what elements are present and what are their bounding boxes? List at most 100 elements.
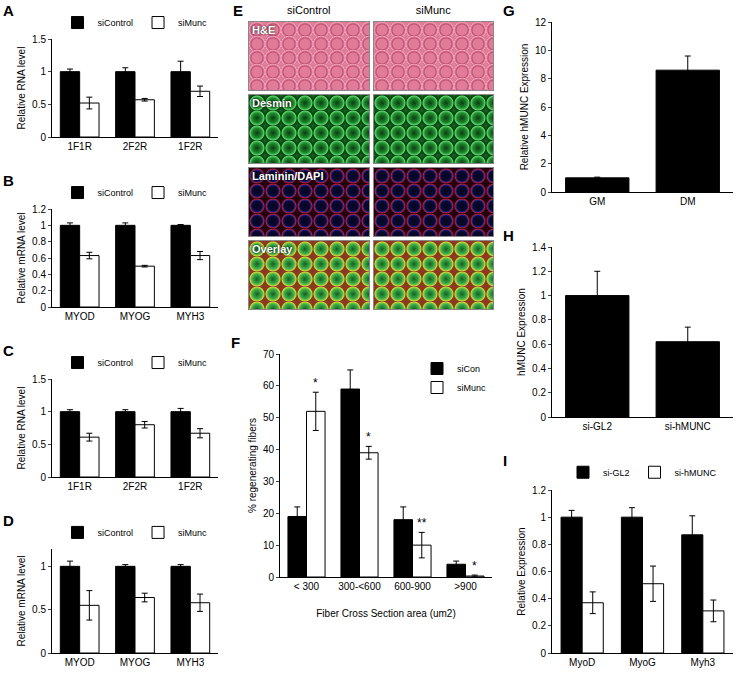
svg-text:40: 40 bbox=[263, 444, 275, 455]
html-text:Desmin: Desmin bbox=[252, 97, 292, 109]
svg-text:0.5: 0.5 bbox=[32, 604, 46, 615]
svg-text:MYH3: MYH3 bbox=[176, 311, 204, 322]
svg-text:2F2R: 2F2R bbox=[123, 141, 147, 152]
svg-text:0.8: 0.8 bbox=[532, 539, 546, 550]
svg-text:DM: DM bbox=[680, 196, 696, 207]
svg-text:MYOG: MYOG bbox=[120, 311, 151, 322]
svg-text:10: 10 bbox=[535, 45, 547, 56]
svg-text:siMunc: siMunc bbox=[457, 383, 486, 393]
svg-text:0: 0 bbox=[540, 187, 546, 198]
svg-text:0: 0 bbox=[40, 302, 46, 313]
svg-text:0.6: 0.6 bbox=[532, 566, 546, 577]
svg-text:Relative Expression: Relative Expression bbox=[516, 527, 527, 615]
svg-text:2: 2 bbox=[540, 158, 546, 169]
svg-text:1: 1 bbox=[540, 512, 546, 523]
svg-text:1.4: 1.4 bbox=[532, 242, 546, 253]
svg-text:siControl: siControl bbox=[98, 528, 134, 538]
svg-text:8: 8 bbox=[540, 73, 546, 84]
svg-text:0.2: 0.2 bbox=[32, 285, 46, 296]
svg-text:siMunc: siMunc bbox=[178, 188, 207, 198]
svg-text:siCon: siCon bbox=[457, 364, 480, 374]
svg-text:1F2R: 1F2R bbox=[178, 481, 202, 492]
svg-text:0.4: 0.4 bbox=[532, 363, 546, 374]
svg-text:50: 50 bbox=[263, 412, 275, 423]
svg-text:1.5: 1.5 bbox=[32, 34, 46, 45]
svg-text:MYOD: MYOD bbox=[65, 657, 95, 668]
svg-text:siMunc: siMunc bbox=[178, 18, 207, 28]
svg-text:1: 1 bbox=[40, 66, 46, 77]
html-text:siMunc: siMunc bbox=[415, 4, 451, 16]
svg-text:siControl: siControl bbox=[98, 358, 134, 368]
svg-text:0.5: 0.5 bbox=[32, 439, 46, 450]
svg-text:0: 0 bbox=[40, 472, 46, 483]
svg-text:1.5: 1.5 bbox=[32, 374, 46, 385]
svg-text:0.6: 0.6 bbox=[32, 253, 46, 264]
svg-text:6: 6 bbox=[540, 102, 546, 113]
svg-text:>900: >900 bbox=[454, 581, 477, 592]
svg-text:0.4: 0.4 bbox=[532, 593, 546, 604]
svg-text:1F2R: 1F2R bbox=[178, 141, 202, 152]
svg-text:Myh3: Myh3 bbox=[691, 657, 716, 668]
svg-text:0.8: 0.8 bbox=[532, 314, 546, 325]
svg-text:600-900: 600-900 bbox=[394, 581, 431, 592]
svg-text:1.2: 1.2 bbox=[532, 485, 546, 496]
svg-text:MYH3: MYH3 bbox=[176, 657, 204, 668]
svg-text:Relative RNA level: Relative RNA level bbox=[16, 387, 27, 470]
svg-text:2F2R: 2F2R bbox=[123, 481, 147, 492]
svg-text:1: 1 bbox=[40, 220, 46, 231]
svg-text:*: * bbox=[472, 559, 477, 573]
svg-text:Relative hMUNC Expression: Relative hMUNC Expression bbox=[519, 44, 530, 171]
svg-text:Relative RNA level: Relative RNA level bbox=[16, 47, 27, 130]
svg-text:0.6: 0.6 bbox=[532, 339, 546, 350]
svg-text:% regenerating fibers: % regenerating fibers bbox=[247, 418, 258, 513]
svg-text:0.2: 0.2 bbox=[532, 387, 546, 398]
svg-text:0: 0 bbox=[40, 132, 46, 143]
svg-text:hMUNC Expression: hMUNC Expression bbox=[516, 288, 527, 376]
svg-text:1F1R: 1F1R bbox=[67, 481, 91, 492]
svg-text:siControl: siControl bbox=[98, 18, 134, 28]
svg-text:1.2: 1.2 bbox=[532, 266, 546, 277]
svg-text:siMunc: siMunc bbox=[178, 528, 207, 538]
svg-text:MyoG: MyoG bbox=[629, 657, 656, 668]
svg-text:60: 60 bbox=[263, 380, 275, 391]
svg-text:si-GL2: si-GL2 bbox=[603, 468, 630, 478]
svg-text:4: 4 bbox=[540, 130, 546, 141]
svg-text:1: 1 bbox=[40, 406, 46, 417]
svg-text:MyoD: MyoD bbox=[569, 657, 595, 668]
html-text:siControl: siControl bbox=[287, 4, 331, 16]
svg-text:Fiber Cross Section area (um2): Fiber Cross Section area (um2) bbox=[316, 608, 456, 619]
svg-text:70: 70 bbox=[263, 349, 275, 360]
svg-text:0.5: 0.5 bbox=[32, 99, 46, 110]
svg-text:12: 12 bbox=[535, 17, 547, 28]
svg-text:0.8: 0.8 bbox=[32, 236, 46, 247]
svg-text:0.4: 0.4 bbox=[32, 269, 46, 280]
svg-text:GM: GM bbox=[589, 196, 605, 207]
svg-text:1: 1 bbox=[40, 561, 46, 572]
svg-text:MYOD: MYOD bbox=[65, 311, 95, 322]
svg-text:Relative mRNA level: Relative mRNA level bbox=[16, 555, 27, 646]
svg-text:10: 10 bbox=[263, 540, 275, 551]
svg-text:20: 20 bbox=[263, 508, 275, 519]
svg-text:*: * bbox=[366, 430, 371, 444]
svg-text:1.2: 1.2 bbox=[32, 204, 46, 215]
svg-text:1F1R: 1F1R bbox=[67, 141, 91, 152]
svg-text:**: ** bbox=[417, 516, 427, 530]
svg-text:300-<600: 300-<600 bbox=[338, 581, 381, 592]
svg-text:si-GL2: si-GL2 bbox=[583, 421, 613, 432]
svg-text:*: * bbox=[313, 376, 318, 390]
svg-text:0: 0 bbox=[40, 648, 46, 659]
svg-text:0: 0 bbox=[268, 572, 274, 583]
svg-text:si-hMUNC: si-hMUNC bbox=[675, 468, 717, 478]
svg-text:Relative mRNA level: Relative mRNA level bbox=[16, 212, 27, 303]
svg-text:0.2: 0.2 bbox=[532, 620, 546, 631]
svg-text:siMunc: siMunc bbox=[178, 358, 207, 368]
svg-text:30: 30 bbox=[263, 476, 275, 487]
svg-text:siControl: siControl bbox=[98, 188, 134, 198]
svg-text:MYOG: MYOG bbox=[120, 657, 151, 668]
svg-text:1: 1 bbox=[540, 290, 546, 301]
svg-text:si-hMUNC: si-hMUNC bbox=[665, 421, 711, 432]
svg-text:< 300: < 300 bbox=[294, 581, 320, 592]
svg-text:0: 0 bbox=[540, 648, 546, 659]
svg-text:0: 0 bbox=[540, 412, 546, 423]
html-text:H&E: H&E bbox=[252, 24, 276, 36]
